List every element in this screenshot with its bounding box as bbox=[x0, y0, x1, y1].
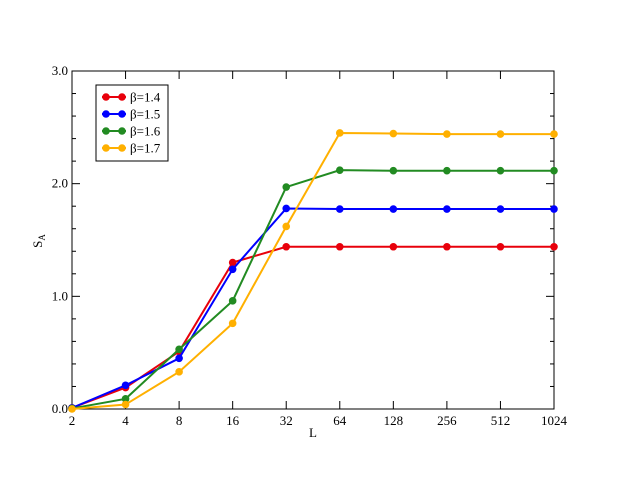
data-point bbox=[175, 345, 183, 354]
legend: β=1.4 β=1.5 β=1.6 β=1.7 bbox=[95, 84, 169, 162]
data-point bbox=[121, 395, 130, 403]
data-point bbox=[550, 205, 558, 213]
data-point bbox=[228, 258, 237, 267]
data-point bbox=[335, 166, 344, 174]
data-point bbox=[121, 381, 130, 390]
data-point bbox=[389, 129, 398, 138]
legend-label: β=1.7 bbox=[130, 141, 161, 156]
data-point bbox=[228, 265, 237, 274]
x-tick-label: 1024 bbox=[541, 413, 568, 428]
x-tick-label: 512 bbox=[491, 413, 511, 428]
x-tick-label: 256 bbox=[437, 413, 457, 428]
data-point bbox=[496, 242, 505, 251]
series-layer bbox=[68, 129, 558, 413]
data-point bbox=[443, 130, 451, 138]
tick-labels: 2 4 8 16 32 64 128 256 512 1024 0.0 1.0 2.0 3.0 bbox=[52, 63, 568, 428]
plot-frame bbox=[71, 70, 555, 410]
data-point bbox=[550, 242, 558, 251]
y-tick-label: 0.0 bbox=[52, 401, 68, 416]
x-tick-label: 128 bbox=[384, 413, 404, 428]
y-axis-label: SA bbox=[30, 234, 47, 248]
data-point bbox=[550, 130, 558, 138]
legend-swatch-marker bbox=[102, 127, 110, 135]
data-point bbox=[550, 166, 558, 175]
data-point bbox=[389, 205, 398, 213]
series-line bbox=[71, 131, 554, 410]
data-point bbox=[443, 205, 451, 213]
data-point bbox=[282, 222, 291, 231]
series-line bbox=[71, 245, 554, 409]
y-tick-label: 3.0 bbox=[52, 63, 68, 78]
x-axis-label: L bbox=[309, 425, 317, 440]
legend-swatch-marker bbox=[118, 93, 126, 101]
data-point bbox=[68, 405, 76, 413]
data-point bbox=[121, 400, 130, 409]
data-point bbox=[335, 242, 344, 251]
x-tick-label: 16 bbox=[226, 413, 240, 428]
data-point bbox=[443, 166, 451, 175]
data-point bbox=[228, 319, 237, 328]
data-point bbox=[175, 354, 183, 363]
data-point bbox=[335, 129, 344, 137]
legend-swatch-marker bbox=[102, 144, 110, 152]
legend-swatch-marker bbox=[118, 110, 126, 118]
legend-label: β=1.6 bbox=[130, 124, 161, 139]
x-tick-label: 32 bbox=[280, 413, 293, 428]
data-point bbox=[496, 130, 505, 138]
data-point bbox=[175, 368, 183, 376]
x-tick-label: 64 bbox=[333, 413, 347, 428]
x-tick-label: 2 bbox=[69, 413, 76, 428]
data-point bbox=[335, 205, 344, 213]
data-point bbox=[228, 297, 237, 305]
legend-label: β=1.5 bbox=[130, 107, 160, 122]
legend-swatch-marker bbox=[118, 127, 126, 135]
data-point bbox=[389, 166, 398, 175]
data-point bbox=[282, 204, 291, 213]
data-point bbox=[282, 242, 291, 251]
legend-label: β=1.4 bbox=[130, 90, 161, 105]
y-tick-label: 2.0 bbox=[52, 176, 68, 191]
x-tick-label: 4 bbox=[122, 413, 129, 428]
data-point bbox=[496, 205, 505, 213]
data-point bbox=[282, 183, 291, 191]
legend-swatch-marker bbox=[118, 144, 126, 152]
data-point bbox=[496, 166, 505, 175]
y-tick-label: 1.0 bbox=[52, 288, 68, 303]
series-line bbox=[71, 207, 554, 409]
legend-swatch-marker bbox=[102, 93, 110, 101]
series-line bbox=[71, 169, 554, 410]
data-point bbox=[389, 242, 398, 251]
axis-ticks bbox=[71, 70, 555, 410]
legend-swatch-marker bbox=[102, 110, 110, 118]
data-point bbox=[443, 242, 451, 251]
x-tick-label: 8 bbox=[176, 413, 183, 428]
y-axis-label-subscript: A bbox=[37, 234, 47, 241]
